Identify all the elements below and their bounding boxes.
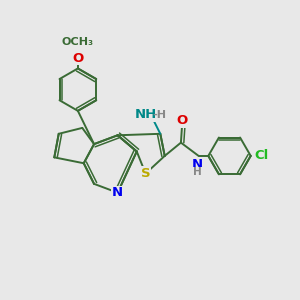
Text: O: O (72, 52, 83, 64)
Text: O: O (177, 114, 188, 127)
Text: N: N (191, 158, 203, 171)
Text: -H: -H (153, 110, 167, 120)
Text: S: S (141, 167, 150, 180)
Text: N: N (112, 186, 123, 199)
Text: Cl: Cl (254, 149, 268, 162)
Text: H: H (193, 167, 202, 177)
Text: NH: NH (135, 108, 157, 121)
Text: OCH₃: OCH₃ (62, 37, 94, 47)
